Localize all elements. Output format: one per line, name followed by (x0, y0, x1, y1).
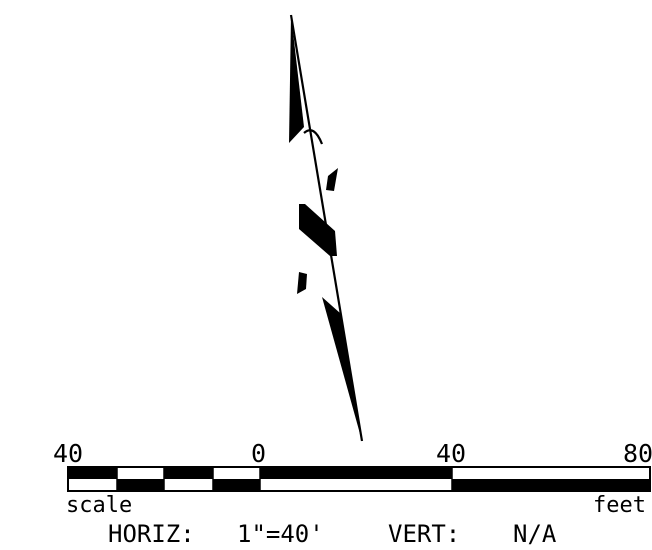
north-arrow-break-center (299, 204, 337, 256)
north-arrow-tail (322, 297, 362, 441)
scale-block (213, 479, 260, 491)
north-arrow-hook (303, 129, 324, 145)
scale-tick-label: 40 (53, 439, 84, 468)
north-arrow-head (289, 15, 304, 143)
scale-tick-label: 40 (436, 439, 467, 468)
scale-block (452, 479, 650, 491)
scale-block (68, 467, 117, 479)
scale-tick-label: 80 (623, 441, 652, 466)
north-arrow-break-lower (297, 272, 307, 294)
vert-scale-value: N/A (513, 520, 557, 548)
north-arrow-break-upper (326, 168, 338, 191)
units-label: feet (593, 493, 646, 518)
scale-block (260, 467, 452, 479)
vert-scale-label: VERT: (388, 520, 461, 548)
horiz-scale-label: HORIZ: (108, 520, 195, 548)
scale-bar (67, 466, 651, 492)
horiz-scale-value: 1"=40' (237, 520, 324, 548)
scale-block (117, 479, 164, 491)
scale-tick-label: 0 (251, 439, 267, 468)
north-arrow-icon (289, 14, 364, 442)
scale-label: scale (66, 493, 133, 518)
scale-block (164, 467, 213, 479)
